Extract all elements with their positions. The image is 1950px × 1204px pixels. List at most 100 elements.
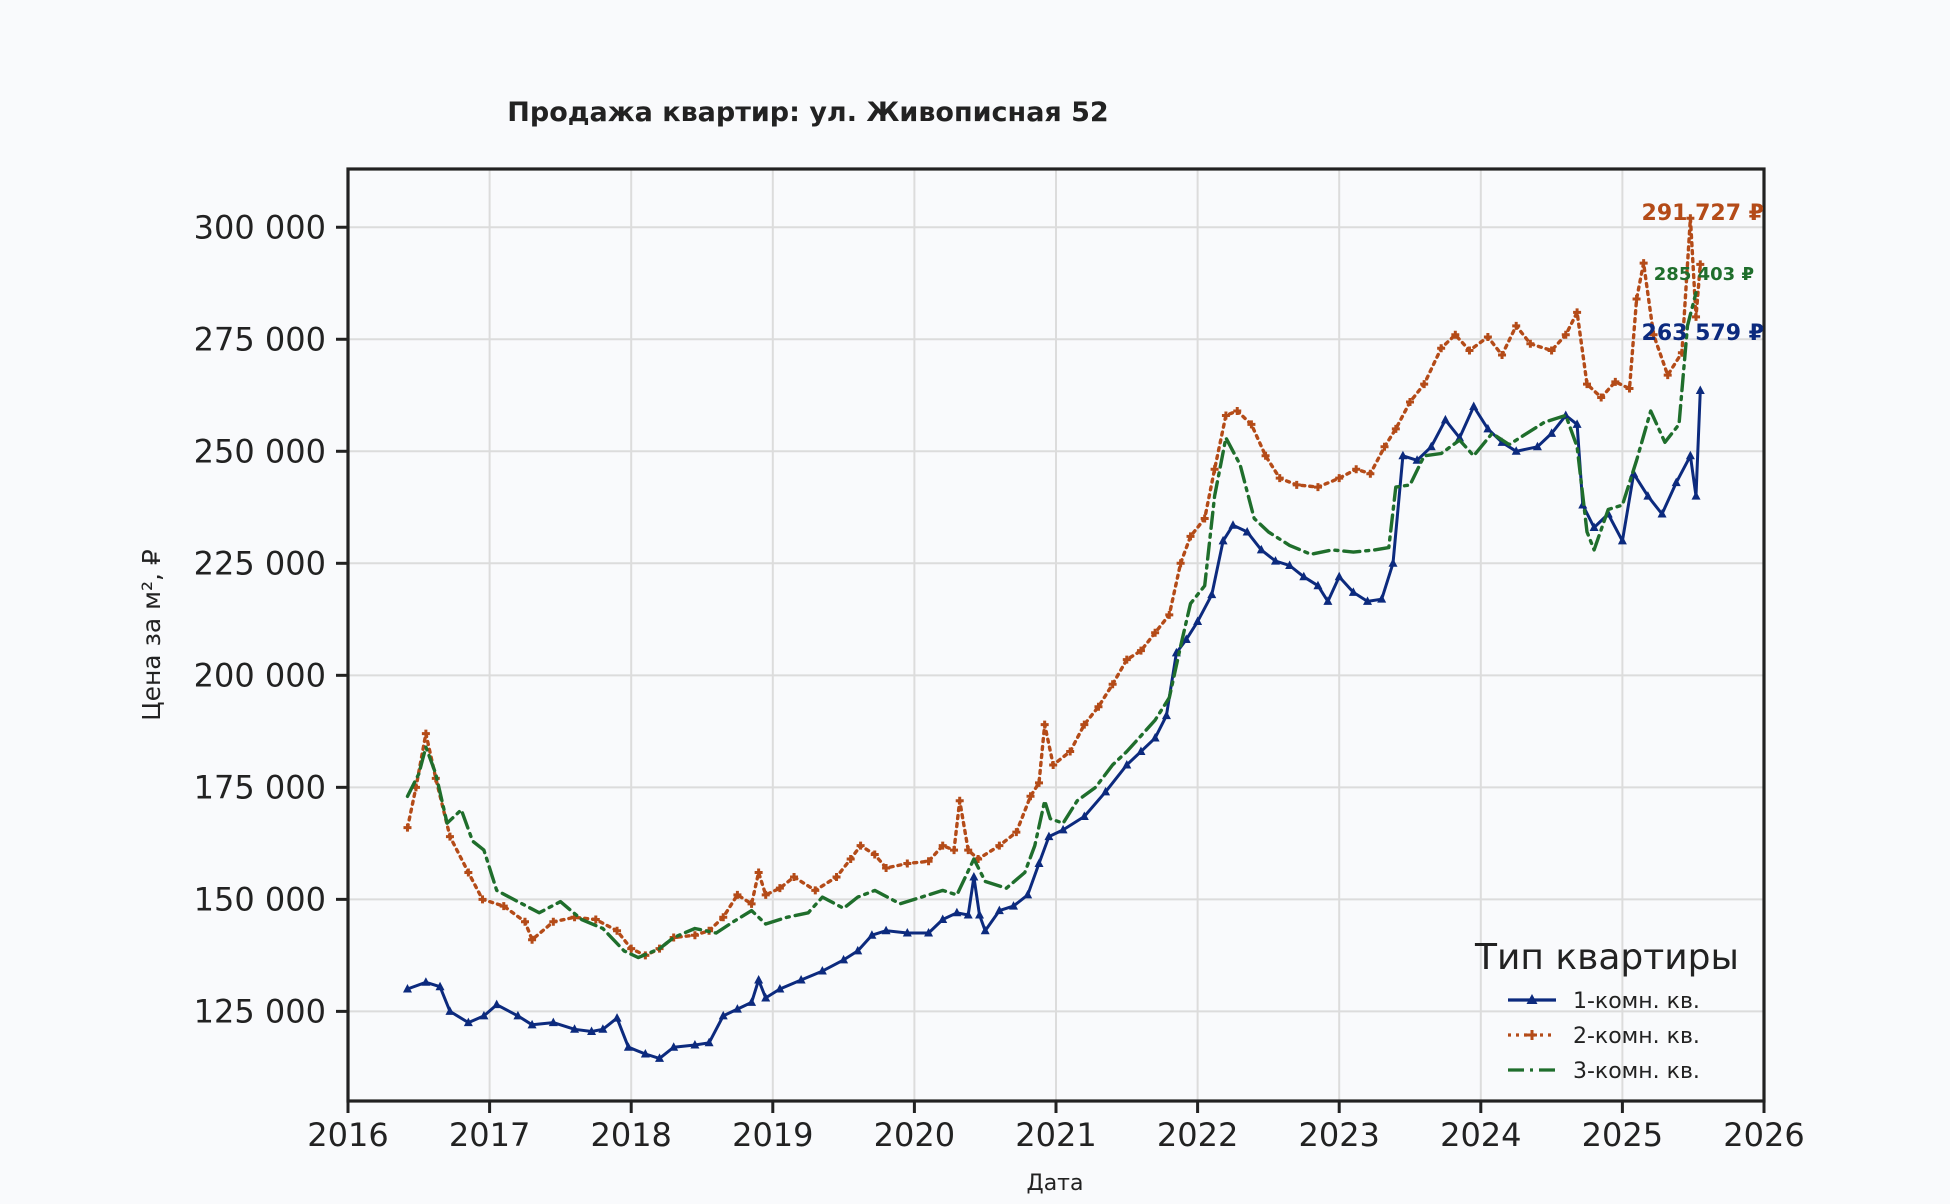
data-point-2 bbox=[938, 841, 947, 850]
y-tick-label: 300 000 bbox=[194, 208, 326, 246]
data-point-2 bbox=[1049, 760, 1058, 769]
data-point-1 bbox=[975, 910, 985, 919]
data-point-2 bbox=[445, 832, 454, 841]
data-point-1 bbox=[1299, 571, 1309, 581]
data-point-2 bbox=[1512, 321, 1521, 330]
data-point-2 bbox=[1186, 532, 1195, 541]
data-point-1 bbox=[623, 1042, 633, 1051]
data-point-1 bbox=[1122, 759, 1132, 769]
data-point-2 bbox=[775, 884, 784, 893]
data-point-1 bbox=[1023, 889, 1033, 899]
data-point-1 bbox=[402, 983, 412, 993]
data-point-1 bbox=[1207, 589, 1217, 599]
data-point-2 bbox=[1313, 483, 1322, 492]
data-point-2 bbox=[747, 899, 756, 908]
data-point-2 bbox=[403, 823, 412, 832]
data-point-1 bbox=[445, 1006, 455, 1015]
data-point-2 bbox=[499, 902, 508, 911]
data-point-2 bbox=[964, 846, 973, 855]
data-point-1 bbox=[1323, 596, 1333, 605]
data-point-2 bbox=[1649, 330, 1658, 339]
data-point-1 bbox=[732, 1004, 742, 1013]
data-point-2 bbox=[1136, 646, 1145, 655]
data-point-1 bbox=[775, 983, 785, 993]
data-point-1 bbox=[853, 945, 863, 955]
data-point-1 bbox=[1643, 491, 1653, 500]
x-tick-label: 2020 bbox=[874, 1116, 955, 1154]
data-point-1 bbox=[938, 914, 948, 924]
data-point-1 bbox=[1685, 450, 1695, 460]
data-point-2 bbox=[1366, 469, 1375, 478]
data-point-2 bbox=[761, 890, 770, 899]
data-point-1 bbox=[587, 1026, 597, 1036]
data-point-2 bbox=[1692, 312, 1701, 321]
data-point-2 bbox=[1080, 720, 1089, 729]
data-point-1 bbox=[1313, 580, 1323, 590]
data-point-2 bbox=[478, 895, 487, 904]
series-line-1 bbox=[406, 388, 1702, 1060]
end-label-1: 263 579 ₽ bbox=[1642, 321, 1764, 346]
data-point-2 bbox=[1247, 420, 1256, 429]
data-point-2 bbox=[421, 729, 430, 738]
data-point-2 bbox=[1210, 465, 1219, 474]
legend-marker-1 bbox=[1526, 994, 1538, 1004]
x-tick-label: 2022 bbox=[1157, 1116, 1238, 1154]
data-point-1 bbox=[881, 925, 891, 935]
data-point-1 bbox=[924, 927, 934, 937]
data-point-1 bbox=[1695, 385, 1705, 394]
data-point-1 bbox=[994, 905, 1004, 915]
data-point-1 bbox=[1617, 535, 1627, 545]
data-point-2 bbox=[811, 886, 820, 895]
axes: 2016 2017 2018 2019 2020 2021 2022 2023 2024 2025… bbox=[194, 208, 1805, 1154]
data-point-1 bbox=[718, 1010, 728, 1020]
data-point-1 bbox=[1657, 509, 1667, 518]
data-point-1 bbox=[1270, 556, 1280, 565]
x-tick-label: 2025 bbox=[1582, 1116, 1663, 1154]
data-point-2 bbox=[903, 859, 912, 868]
data-point-2 bbox=[856, 841, 865, 850]
x-tick-label: 2023 bbox=[1298, 1116, 1379, 1154]
series-layer bbox=[402, 214, 1705, 1062]
data-point-1 bbox=[1285, 560, 1295, 570]
data-point-2 bbox=[1625, 384, 1634, 393]
data-point-2 bbox=[754, 868, 763, 877]
data-point-2 bbox=[1066, 747, 1075, 756]
data-point-2 bbox=[1686, 214, 1695, 223]
data-point-1 bbox=[1671, 477, 1681, 487]
data-point-1 bbox=[1101, 786, 1111, 796]
x-tick-label: 2016 bbox=[307, 1116, 388, 1154]
y-tick-label: 250 000 bbox=[194, 432, 326, 470]
data-point-1 bbox=[1691, 491, 1701, 500]
data-point-2 bbox=[1465, 346, 1474, 355]
data-point-2 bbox=[1352, 465, 1361, 474]
data-point-2 bbox=[613, 926, 622, 935]
data-point-1 bbox=[640, 1048, 650, 1058]
data-point-2 bbox=[521, 917, 529, 926]
chart-title: Продажа квартир: ул. Живописная 52 bbox=[507, 97, 1108, 128]
data-point-2 bbox=[1094, 702, 1103, 711]
data-point-2 bbox=[1632, 294, 1641, 303]
series-line-3 bbox=[405, 291, 1698, 960]
data-point-1 bbox=[669, 1042, 679, 1051]
data-point-1 bbox=[839, 954, 849, 964]
data-point-1 bbox=[527, 1019, 537, 1029]
data-point-2 bbox=[870, 850, 879, 859]
data-point-1 bbox=[1483, 423, 1493, 433]
data-point-1 bbox=[1044, 831, 1054, 841]
data-point-2 bbox=[1200, 514, 1209, 523]
x-tick-label: 2017 bbox=[449, 1116, 530, 1154]
legend-label-2: 2-комн. кв. bbox=[1573, 1024, 1700, 1049]
data-point-1 bbox=[570, 1024, 580, 1033]
data-point-1 bbox=[655, 1053, 665, 1062]
x-tick-label: 2026 bbox=[1723, 1116, 1804, 1154]
data-point-2 bbox=[1261, 451, 1270, 460]
data-point-1 bbox=[1348, 587, 1358, 596]
data-point-1 bbox=[980, 925, 990, 935]
y-tick-label: 225 000 bbox=[194, 544, 326, 582]
data-point-1 bbox=[1377, 594, 1387, 603]
data-point-2 bbox=[1583, 380, 1591, 389]
x-tick-label: 2019 bbox=[732, 1116, 813, 1154]
data-point-1 bbox=[1547, 428, 1557, 437]
data-point-1 bbox=[435, 981, 445, 991]
